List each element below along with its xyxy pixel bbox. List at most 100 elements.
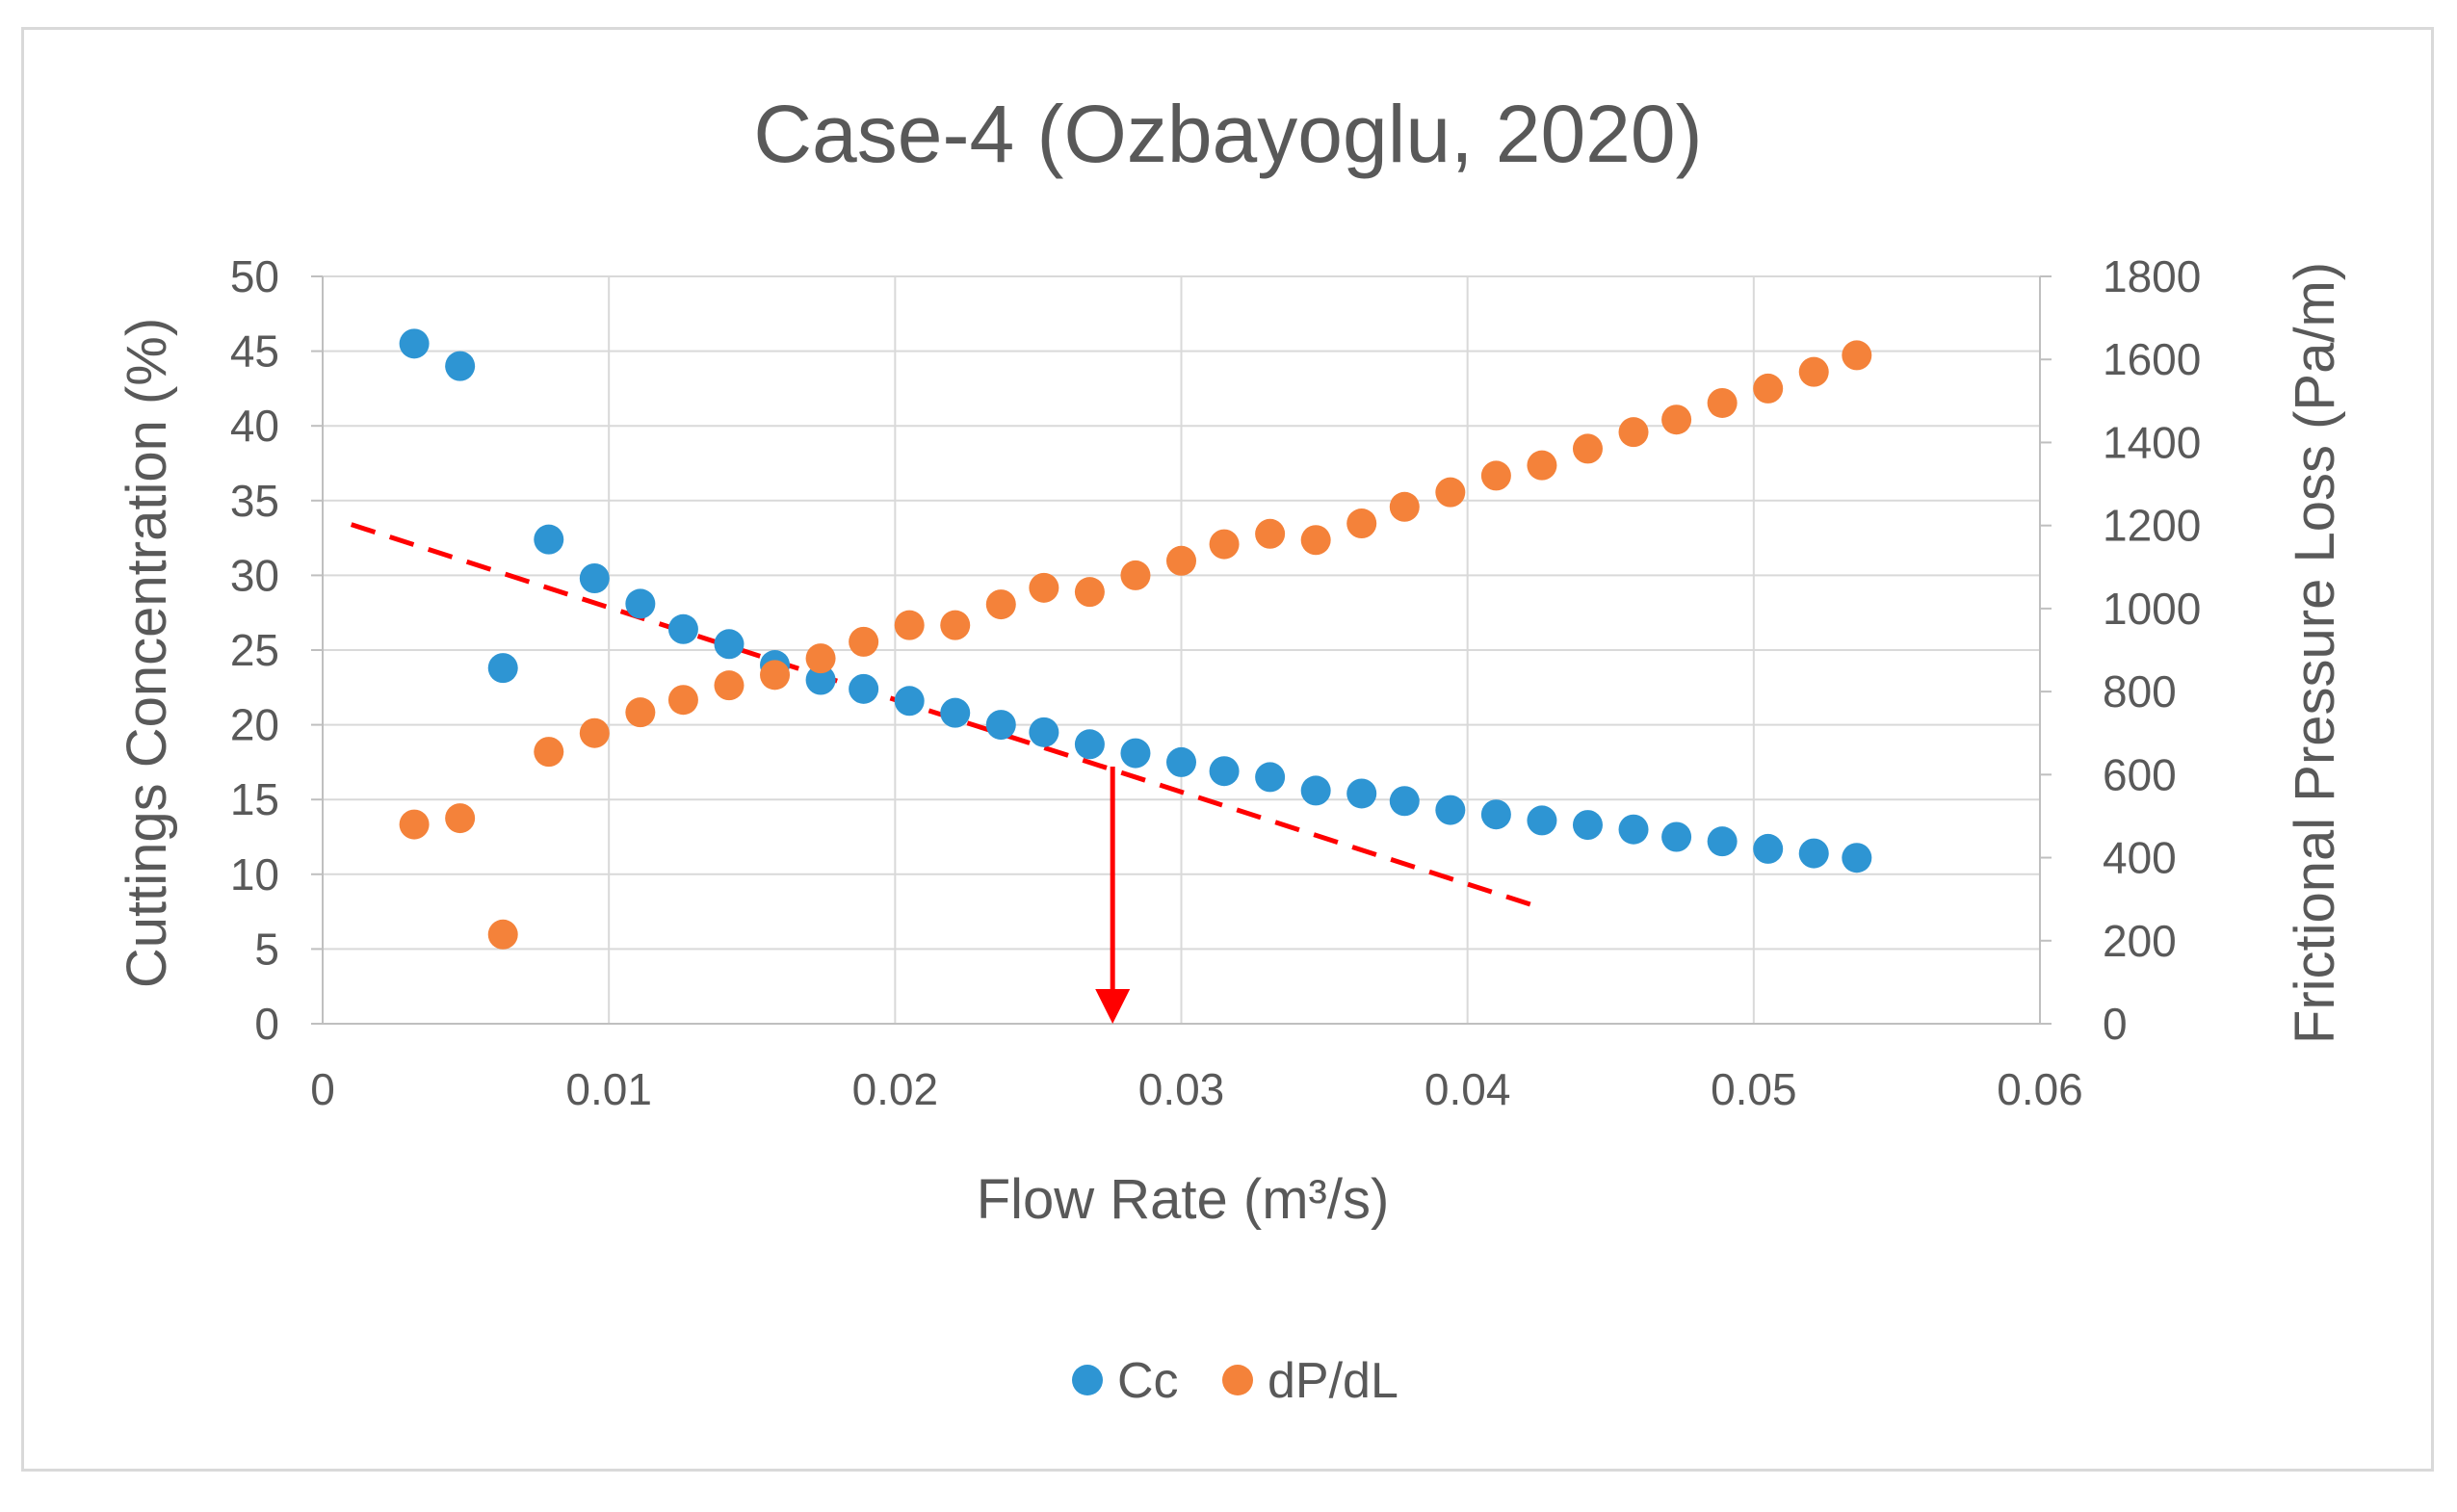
y-left-tick-label: 30 xyxy=(230,550,279,600)
dpdl-point xyxy=(1572,433,1603,464)
dpdl-point xyxy=(1435,477,1466,508)
dpdl-point xyxy=(1255,518,1286,549)
dpdl-point xyxy=(487,919,518,950)
cc-point xyxy=(1435,795,1466,825)
dpdl-point xyxy=(849,626,879,657)
cc-point xyxy=(1255,762,1286,793)
cc-point xyxy=(534,524,564,555)
y-axis-left-title: Cuttings Concentration (%) xyxy=(116,318,178,988)
dpdl-point xyxy=(534,737,564,768)
chart-frame xyxy=(21,27,2434,1472)
dpdl-point xyxy=(1661,404,1692,435)
y-left-tick-label: 10 xyxy=(230,849,279,899)
x-tick-label: 0.04 xyxy=(1425,1064,1511,1114)
legend-label-cc: Cc xyxy=(1117,1353,1179,1409)
cc-point xyxy=(667,613,698,644)
cc-point xyxy=(985,710,1016,741)
cc-point xyxy=(1300,775,1331,806)
dpdl-point xyxy=(399,809,430,840)
dpdl-point xyxy=(805,643,836,674)
cc-point xyxy=(625,588,656,619)
y-left-tick-label: 0 xyxy=(254,999,279,1049)
y-right-tick-label: 1600 xyxy=(2103,334,2201,384)
chart-title: Case-4 (Ozbayoglu, 2020) xyxy=(753,89,1702,179)
y-left-tick-label: 45 xyxy=(230,326,279,377)
arrow-head xyxy=(1095,989,1131,1024)
legend-marker-cc xyxy=(1072,1365,1103,1395)
cc-point xyxy=(1753,833,1784,864)
cc-point xyxy=(849,673,879,704)
cc-point xyxy=(579,563,610,594)
x-tick-label: 0.03 xyxy=(1138,1064,1225,1114)
cc-point xyxy=(1842,843,1872,873)
cc-point xyxy=(1480,799,1511,830)
y-right-tick-label: 1000 xyxy=(2103,584,2201,634)
data-points xyxy=(399,328,1872,950)
x-axis-title: Flow Rate (m³/s) xyxy=(977,1168,1390,1231)
cc-point xyxy=(714,629,745,660)
dpdl-point xyxy=(625,697,656,728)
dpdl-point xyxy=(1707,387,1738,418)
cc-point xyxy=(1798,838,1829,869)
dpdl-point xyxy=(1480,460,1511,491)
cc-point xyxy=(1707,826,1738,857)
dpdl-point xyxy=(1209,529,1240,560)
y-left-tick-label: 20 xyxy=(230,700,279,750)
cc-point xyxy=(445,351,476,381)
tick-labels: 0 5 10 15 20 25 30 35 40 45 50 0 0.01 0.02 0.03 0.04 0.0… xyxy=(230,251,2202,1114)
dpdl-point xyxy=(1120,560,1151,590)
cc-point xyxy=(1120,738,1151,769)
dpdl-point xyxy=(1527,450,1557,481)
cc-point xyxy=(1389,786,1420,817)
dpdl-point xyxy=(714,670,745,701)
y-right-tick-label: 0 xyxy=(2103,999,2128,1049)
dpdl-point xyxy=(1029,572,1059,603)
dpdl-point xyxy=(940,610,971,640)
dpdl-point xyxy=(1842,340,1872,371)
dpdl-point xyxy=(760,660,791,691)
x-tick-label: 0 xyxy=(310,1064,335,1114)
cc-point xyxy=(1661,821,1692,852)
dpdl-point xyxy=(579,717,610,748)
x-tick-label: 0.06 xyxy=(1997,1064,2083,1114)
y-left-tick-label: 40 xyxy=(230,401,279,451)
dpdl-point xyxy=(1300,525,1331,556)
y-left-tick-label: 15 xyxy=(230,774,279,824)
dpdl-point xyxy=(894,610,925,640)
y-axis-right-title: Frictional Pressure Loss (Pa/m) xyxy=(2284,262,2346,1044)
cc-point xyxy=(1029,717,1059,747)
x-tick-label: 0.01 xyxy=(565,1064,652,1114)
dpdl-point xyxy=(1753,373,1784,404)
dpdl-point xyxy=(445,803,476,834)
cc-point xyxy=(1618,814,1649,845)
dpdl-point xyxy=(1346,508,1377,539)
cc-point xyxy=(1074,729,1105,760)
x-tick-label: 0.02 xyxy=(852,1064,939,1114)
dpdl-point xyxy=(1166,545,1196,576)
cc-point xyxy=(399,328,430,359)
y-left-tick-label: 50 xyxy=(230,251,279,301)
y-right-tick-label: 200 xyxy=(2103,916,2177,966)
cc-point xyxy=(1527,805,1557,836)
dpdl-point xyxy=(1798,356,1829,387)
dpdl-point xyxy=(1618,417,1649,448)
y-right-tick-label: 400 xyxy=(2103,833,2177,883)
y-right-tick-label: 600 xyxy=(2103,749,2177,799)
y-right-tick-label: 1200 xyxy=(2103,501,2201,551)
legend-label-dpdl: dP/dL xyxy=(1268,1353,1398,1409)
y-right-tick-label: 1800 xyxy=(2103,251,2201,301)
cc-point xyxy=(894,686,925,717)
gridlines xyxy=(311,275,2052,1025)
cc-point xyxy=(1346,778,1377,809)
y-left-tick-label: 25 xyxy=(230,625,279,675)
y-right-tick-label: 800 xyxy=(2103,666,2177,717)
legend-marker-dpdl xyxy=(1222,1365,1253,1395)
cc-point xyxy=(805,665,836,695)
cc-point xyxy=(940,697,971,728)
dpdl-point xyxy=(1389,491,1420,522)
dpdl-point xyxy=(1074,577,1105,608)
x-tick-label: 0.05 xyxy=(1711,1064,1797,1114)
dpdl-point xyxy=(985,589,1016,620)
cc-point xyxy=(1209,756,1240,787)
